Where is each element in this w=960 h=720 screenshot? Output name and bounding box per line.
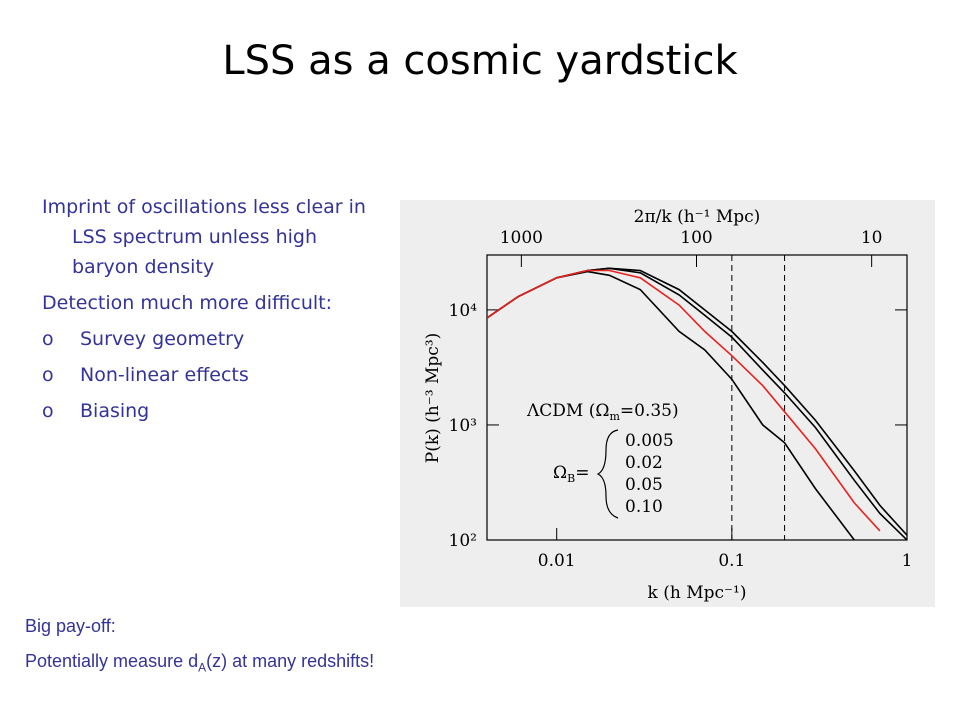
legend-label: 0.05 bbox=[625, 475, 663, 495]
legend-title-text: Ω bbox=[553, 463, 567, 483]
bullet-marker: o bbox=[42, 400, 54, 422]
bullet-item: o Survey geometry bbox=[42, 324, 387, 354]
bullet-paragraph: Imprint of oscillations less clear in LS… bbox=[42, 196, 366, 278]
y-tick-label: 10³ bbox=[449, 416, 477, 436]
bullet-paragraph: Detection much more difficult: bbox=[42, 292, 333, 314]
legend-title-text: = bbox=[575, 463, 589, 483]
legend-label: 0.02 bbox=[625, 453, 663, 473]
curve bbox=[487, 269, 881, 532]
x-tick-label: 0.1 bbox=[718, 551, 745, 571]
top-tick-label: 1000 bbox=[500, 228, 543, 248]
x-tick-label: 1 bbox=[902, 551, 913, 571]
footer: Big pay-off: Potentially measure dA(z) a… bbox=[25, 616, 374, 689]
y-tick-label: 10⁴ bbox=[449, 301, 478, 321]
top-tick-label: 100 bbox=[680, 228, 712, 248]
legend-brace bbox=[596, 429, 619, 519]
bullet-item: o Non-linear effects bbox=[42, 360, 387, 390]
x-axis-label: k (h Mpc⁻¹) bbox=[648, 583, 747, 603]
bullet-marker: o bbox=[42, 328, 54, 350]
annotation: ΛCDM (Ωm=0.35) bbox=[526, 401, 679, 423]
slide-title: LSS as a cosmic yardstick bbox=[222, 38, 738, 84]
footer-text: (z) at many redshifts! bbox=[206, 651, 375, 671]
legend-title: ΩB= bbox=[553, 463, 589, 485]
footer-line: Potentially measure dA(z) at many redshi… bbox=[25, 651, 374, 675]
y-axis-label: P(k) (h⁻³ Mpc³) bbox=[423, 333, 443, 463]
bullet-marker: o bbox=[42, 364, 54, 386]
annotation-subscript: m bbox=[609, 410, 620, 423]
bullet-text: Non-linear effects bbox=[80, 364, 249, 386]
y-tick-label: 10² bbox=[449, 531, 477, 551]
annotation-text: =0.35) bbox=[620, 401, 679, 421]
legend-title-subscript: B bbox=[567, 472, 575, 485]
bullet-text: Survey geometry bbox=[80, 328, 245, 350]
legend-label: 0.005 bbox=[625, 431, 674, 451]
top-axis-label: 2π/k (h⁻¹ Mpc) bbox=[634, 207, 761, 227]
annotation-text: ΛCDM (Ω bbox=[526, 401, 609, 421]
footer-subscript: A bbox=[198, 660, 207, 675]
bullet-item: o Biasing bbox=[42, 396, 387, 426]
x-tick-label: 0.01 bbox=[538, 551, 576, 571]
figure-background bbox=[400, 200, 935, 607]
legend-label: 0.10 bbox=[625, 497, 663, 517]
bullet-list: Imprint of oscillations less clear in LS… bbox=[42, 192, 387, 432]
footer-text: Potentially measure d bbox=[25, 651, 199, 671]
top-tick-label: 10 bbox=[861, 228, 883, 248]
footer-line: Big pay-off: bbox=[25, 616, 116, 636]
bullet-text: Biasing bbox=[80, 400, 150, 422]
